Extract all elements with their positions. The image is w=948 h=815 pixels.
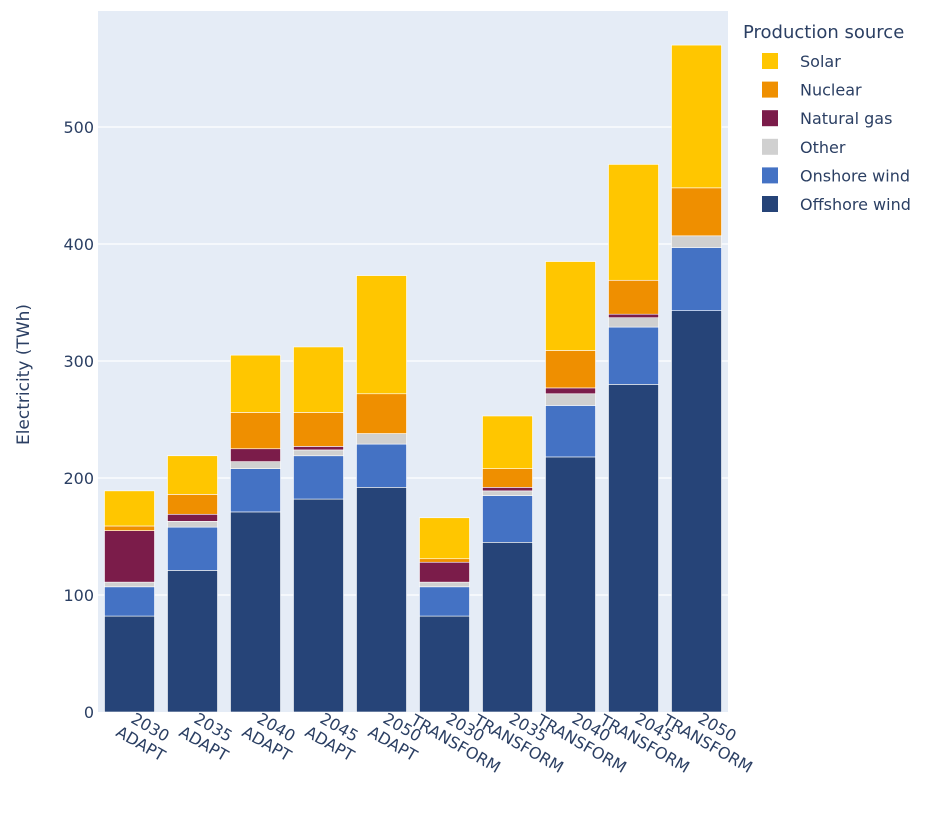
bar-offshore-wind bbox=[230, 511, 281, 713]
bar-offshore-wind bbox=[482, 542, 533, 713]
bar-offshore-wind bbox=[356, 487, 407, 713]
bar-solar bbox=[293, 346, 344, 413]
bar-natural-gas bbox=[104, 530, 155, 583]
bar-other bbox=[608, 317, 659, 328]
bar-onshore-wind bbox=[608, 326, 659, 385]
y-tick-label: 400 bbox=[63, 235, 94, 254]
legend-swatch[interactable] bbox=[762, 167, 778, 184]
bar-natural-gas bbox=[230, 448, 281, 462]
bar-nuclear bbox=[545, 350, 596, 389]
bar-onshore-wind bbox=[104, 586, 155, 617]
y-tick-label: 300 bbox=[63, 352, 94, 371]
legend-item[interactable]: Solar bbox=[800, 52, 841, 71]
y-tick-label: 500 bbox=[63, 118, 94, 137]
legend-swatch[interactable] bbox=[762, 110, 778, 127]
bar-nuclear bbox=[356, 393, 407, 434]
bar-onshore-wind bbox=[482, 495, 533, 543]
bar-other bbox=[545, 393, 596, 406]
bar-natural-gas bbox=[293, 446, 344, 451]
legend-item[interactable]: Onshore wind bbox=[800, 166, 910, 185]
bar-nuclear bbox=[293, 412, 344, 447]
bar-natural-gas bbox=[608, 313, 659, 319]
bar-natural-gas bbox=[545, 387, 596, 395]
bar-nuclear bbox=[608, 279, 659, 315]
bar-offshore-wind bbox=[104, 615, 155, 713]
bar-natural-gas bbox=[482, 487, 533, 492]
legend-item[interactable]: Other bbox=[800, 138, 846, 157]
bar-solar bbox=[545, 261, 596, 351]
bar-nuclear bbox=[104, 525, 155, 531]
bar-offshore-wind bbox=[167, 570, 218, 713]
bar-offshore-wind bbox=[608, 384, 659, 713]
bar-nuclear bbox=[167, 494, 218, 515]
legend-swatch[interactable] bbox=[762, 53, 778, 69]
legend-swatch[interactable] bbox=[762, 81, 778, 98]
bar-other bbox=[419, 581, 470, 588]
bar-onshore-wind bbox=[167, 526, 218, 571]
bar-offshore-wind bbox=[293, 498, 344, 713]
bar-nuclear bbox=[230, 412, 281, 450]
bar-solar bbox=[167, 455, 218, 495]
bar-nuclear bbox=[419, 558, 470, 563]
bar-other bbox=[482, 490, 533, 496]
bar-solar bbox=[230, 354, 281, 413]
bar-onshore-wind bbox=[545, 405, 596, 458]
bar-solar bbox=[608, 164, 659, 281]
legend-item[interactable]: Offshore wind bbox=[800, 195, 911, 214]
bar-onshore-wind bbox=[293, 455, 344, 500]
bar-onshore-wind bbox=[230, 468, 281, 513]
bar-other bbox=[293, 449, 344, 457]
bar-other bbox=[104, 581, 155, 588]
bar-natural-gas bbox=[167, 513, 218, 522]
bar-nuclear bbox=[671, 187, 722, 237]
bar-other bbox=[167, 520, 218, 528]
y-tick-label: 100 bbox=[63, 586, 94, 605]
y-tick-label: 200 bbox=[63, 469, 94, 488]
bar-offshore-wind bbox=[545, 456, 596, 713]
legend-title: Production source bbox=[743, 22, 904, 43]
legend-item[interactable]: Natural gas bbox=[800, 109, 892, 128]
legend-item[interactable]: Nuclear bbox=[800, 81, 862, 100]
bar-offshore-wind bbox=[671, 310, 722, 713]
y-axis-title: Electricity (TWh) bbox=[14, 304, 34, 445]
bar-onshore-wind bbox=[671, 247, 722, 311]
legend-swatch[interactable] bbox=[762, 196, 778, 212]
legend-swatch[interactable] bbox=[762, 138, 778, 155]
bar-solar bbox=[482, 415, 533, 469]
bar-natural-gas bbox=[419, 561, 470, 583]
bar-other bbox=[230, 461, 281, 469]
bar-nuclear bbox=[482, 468, 533, 488]
bar-onshore-wind bbox=[356, 443, 407, 488]
bar-solar bbox=[671, 44, 722, 189]
bar-other bbox=[671, 235, 722, 248]
y-tick-label: 0 bbox=[84, 703, 94, 722]
bar-onshore-wind bbox=[419, 586, 470, 617]
bar-solar bbox=[356, 275, 407, 395]
bar-other bbox=[356, 433, 407, 445]
bar-solar bbox=[104, 490, 155, 527]
bar-solar bbox=[419, 517, 470, 560]
bar-offshore-wind bbox=[419, 615, 470, 713]
